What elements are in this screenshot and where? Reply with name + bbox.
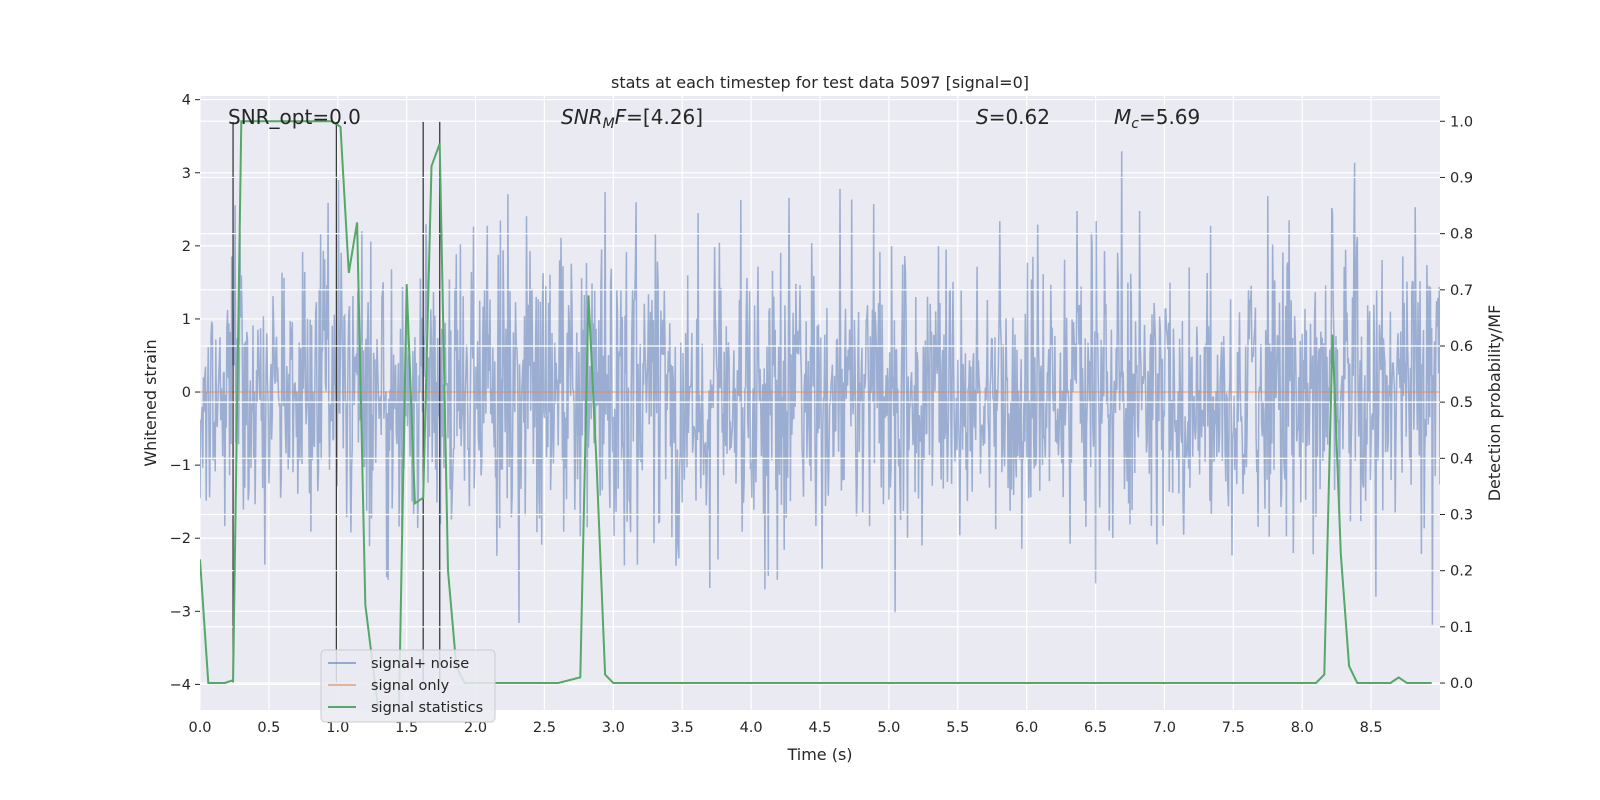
right-axis-ticks: 1.0 0.9 0.8 0.7 0.6 0.5 0.4 0.3 0.2 0.1 0.0 — [1440, 114, 1473, 692]
signal-statistics-line — [200, 120, 1432, 710]
s-symbol: S — [976, 105, 989, 129]
y-tick-label: −3 — [170, 604, 191, 620]
right-y-tick-label: 0.0 — [1450, 676, 1473, 692]
right-y-tick-label: 0.1 — [1450, 620, 1473, 636]
x-tick-label: 4.5 — [808, 720, 831, 736]
right-y-tick-label: 0.8 — [1450, 227, 1473, 243]
signal-statistics-layer — [200, 120, 1432, 710]
x-tick-label: 4.0 — [740, 720, 763, 736]
y-tick-label: −4 — [170, 677, 191, 693]
legend-label-signal-noise: signal+ noise — [371, 656, 469, 672]
x-tick-label: 5.0 — [877, 720, 900, 736]
legend-label-signal-statistics: signal statistics — [371, 700, 483, 716]
right-y-tick-label: 0.7 — [1450, 283, 1473, 299]
x-tick-label: 8.5 — [1360, 720, 1383, 736]
right-y-tick-label: 0.3 — [1450, 508, 1473, 524]
x-tick-label: 1.5 — [395, 720, 418, 736]
x-tick-label: 1.0 — [326, 720, 349, 736]
right-y-tick-label: 0.6 — [1450, 339, 1473, 355]
snr-mf-subscript: M — [603, 116, 615, 132]
x-tick-label: 2.0 — [464, 720, 487, 736]
legend-box — [320, 649, 496, 723]
snr-mf-value: =[4.26] — [626, 105, 703, 129]
right-y-tick-label: 0.4 — [1450, 451, 1473, 467]
y-tick-label: 2 — [182, 239, 191, 255]
mc-subscript: c — [1131, 116, 1139, 132]
x-tick-label: 8.0 — [1291, 720, 1314, 736]
x-tick-label: 3.0 — [602, 720, 625, 736]
snr-mf-symbol-rest: F — [615, 105, 627, 129]
y-axis-label-right: Detection probability/MF — [1485, 305, 1504, 502]
x-axis-label: Time (s) — [786, 745, 852, 764]
x-tick-label: 7.0 — [1153, 720, 1176, 736]
y-axis-label: Whitened strain — [141, 339, 160, 466]
x-tick-label: 6.5 — [1084, 720, 1107, 736]
right-y-tick-label: 0.9 — [1450, 170, 1473, 186]
y-tick-label: 4 — [182, 93, 191, 109]
mc-symbol: M — [1114, 105, 1131, 129]
right-y-tick-label: 0.2 — [1450, 564, 1473, 580]
y-tick-label: 3 — [182, 166, 191, 182]
mc-annotation: Mc=5.69 — [1114, 105, 1200, 132]
y-tick-label: 1 — [182, 312, 191, 328]
snr-mf-symbol: SNR — [561, 105, 603, 129]
snr-opt-annotation: SNR_opt=0.0 — [228, 105, 361, 129]
s-value: =0.62 — [989, 105, 1050, 129]
x-tick-label: 0.5 — [257, 720, 280, 736]
chart-title: stats at each timestep for test data 509… — [611, 73, 1029, 92]
x-tick-label: 7.5 — [1222, 720, 1245, 736]
x-tick-label: 5.5 — [946, 720, 969, 736]
y-tick-label: −2 — [170, 531, 191, 547]
right-y-tick-label: 1.0 — [1450, 114, 1473, 130]
right-y-tick-label: 0.5 — [1450, 395, 1473, 411]
x-tick-label: 6.0 — [1015, 720, 1038, 736]
x-tick-label: 3.5 — [671, 720, 694, 736]
x-axis-ticks: 0.0 0.5 1.0 1.5 2.0 2.5 3.0 3.5 4.0 4.5 5.0 5.5 6.0 6… — [188, 720, 1382, 736]
legend: signal+ noise signal only signal statist… — [320, 649, 496, 723]
y-tick-label: −1 — [170, 458, 191, 474]
x-tick-label: 0.0 — [188, 720, 211, 736]
y-tick-label: 0 — [182, 385, 191, 401]
mc-value: =5.69 — [1139, 105, 1200, 129]
s-annotation: S=0.62 — [976, 105, 1050, 129]
x-tick-label: 2.5 — [533, 720, 556, 736]
left-axis-ticks: 4 3 2 1 0 −1 −2 −3 −4 — [170, 93, 200, 693]
legend-label-signal-only: signal only — [371, 678, 450, 694]
snr-mf-annotation: SNRMF=[4.26] — [561, 105, 703, 132]
